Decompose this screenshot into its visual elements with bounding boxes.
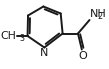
- Text: CH: CH: [0, 31, 16, 41]
- Text: 2: 2: [97, 12, 102, 21]
- Text: O: O: [79, 51, 87, 61]
- Text: NH: NH: [90, 9, 107, 19]
- Text: 3: 3: [20, 34, 25, 43]
- Text: N: N: [40, 48, 49, 58]
